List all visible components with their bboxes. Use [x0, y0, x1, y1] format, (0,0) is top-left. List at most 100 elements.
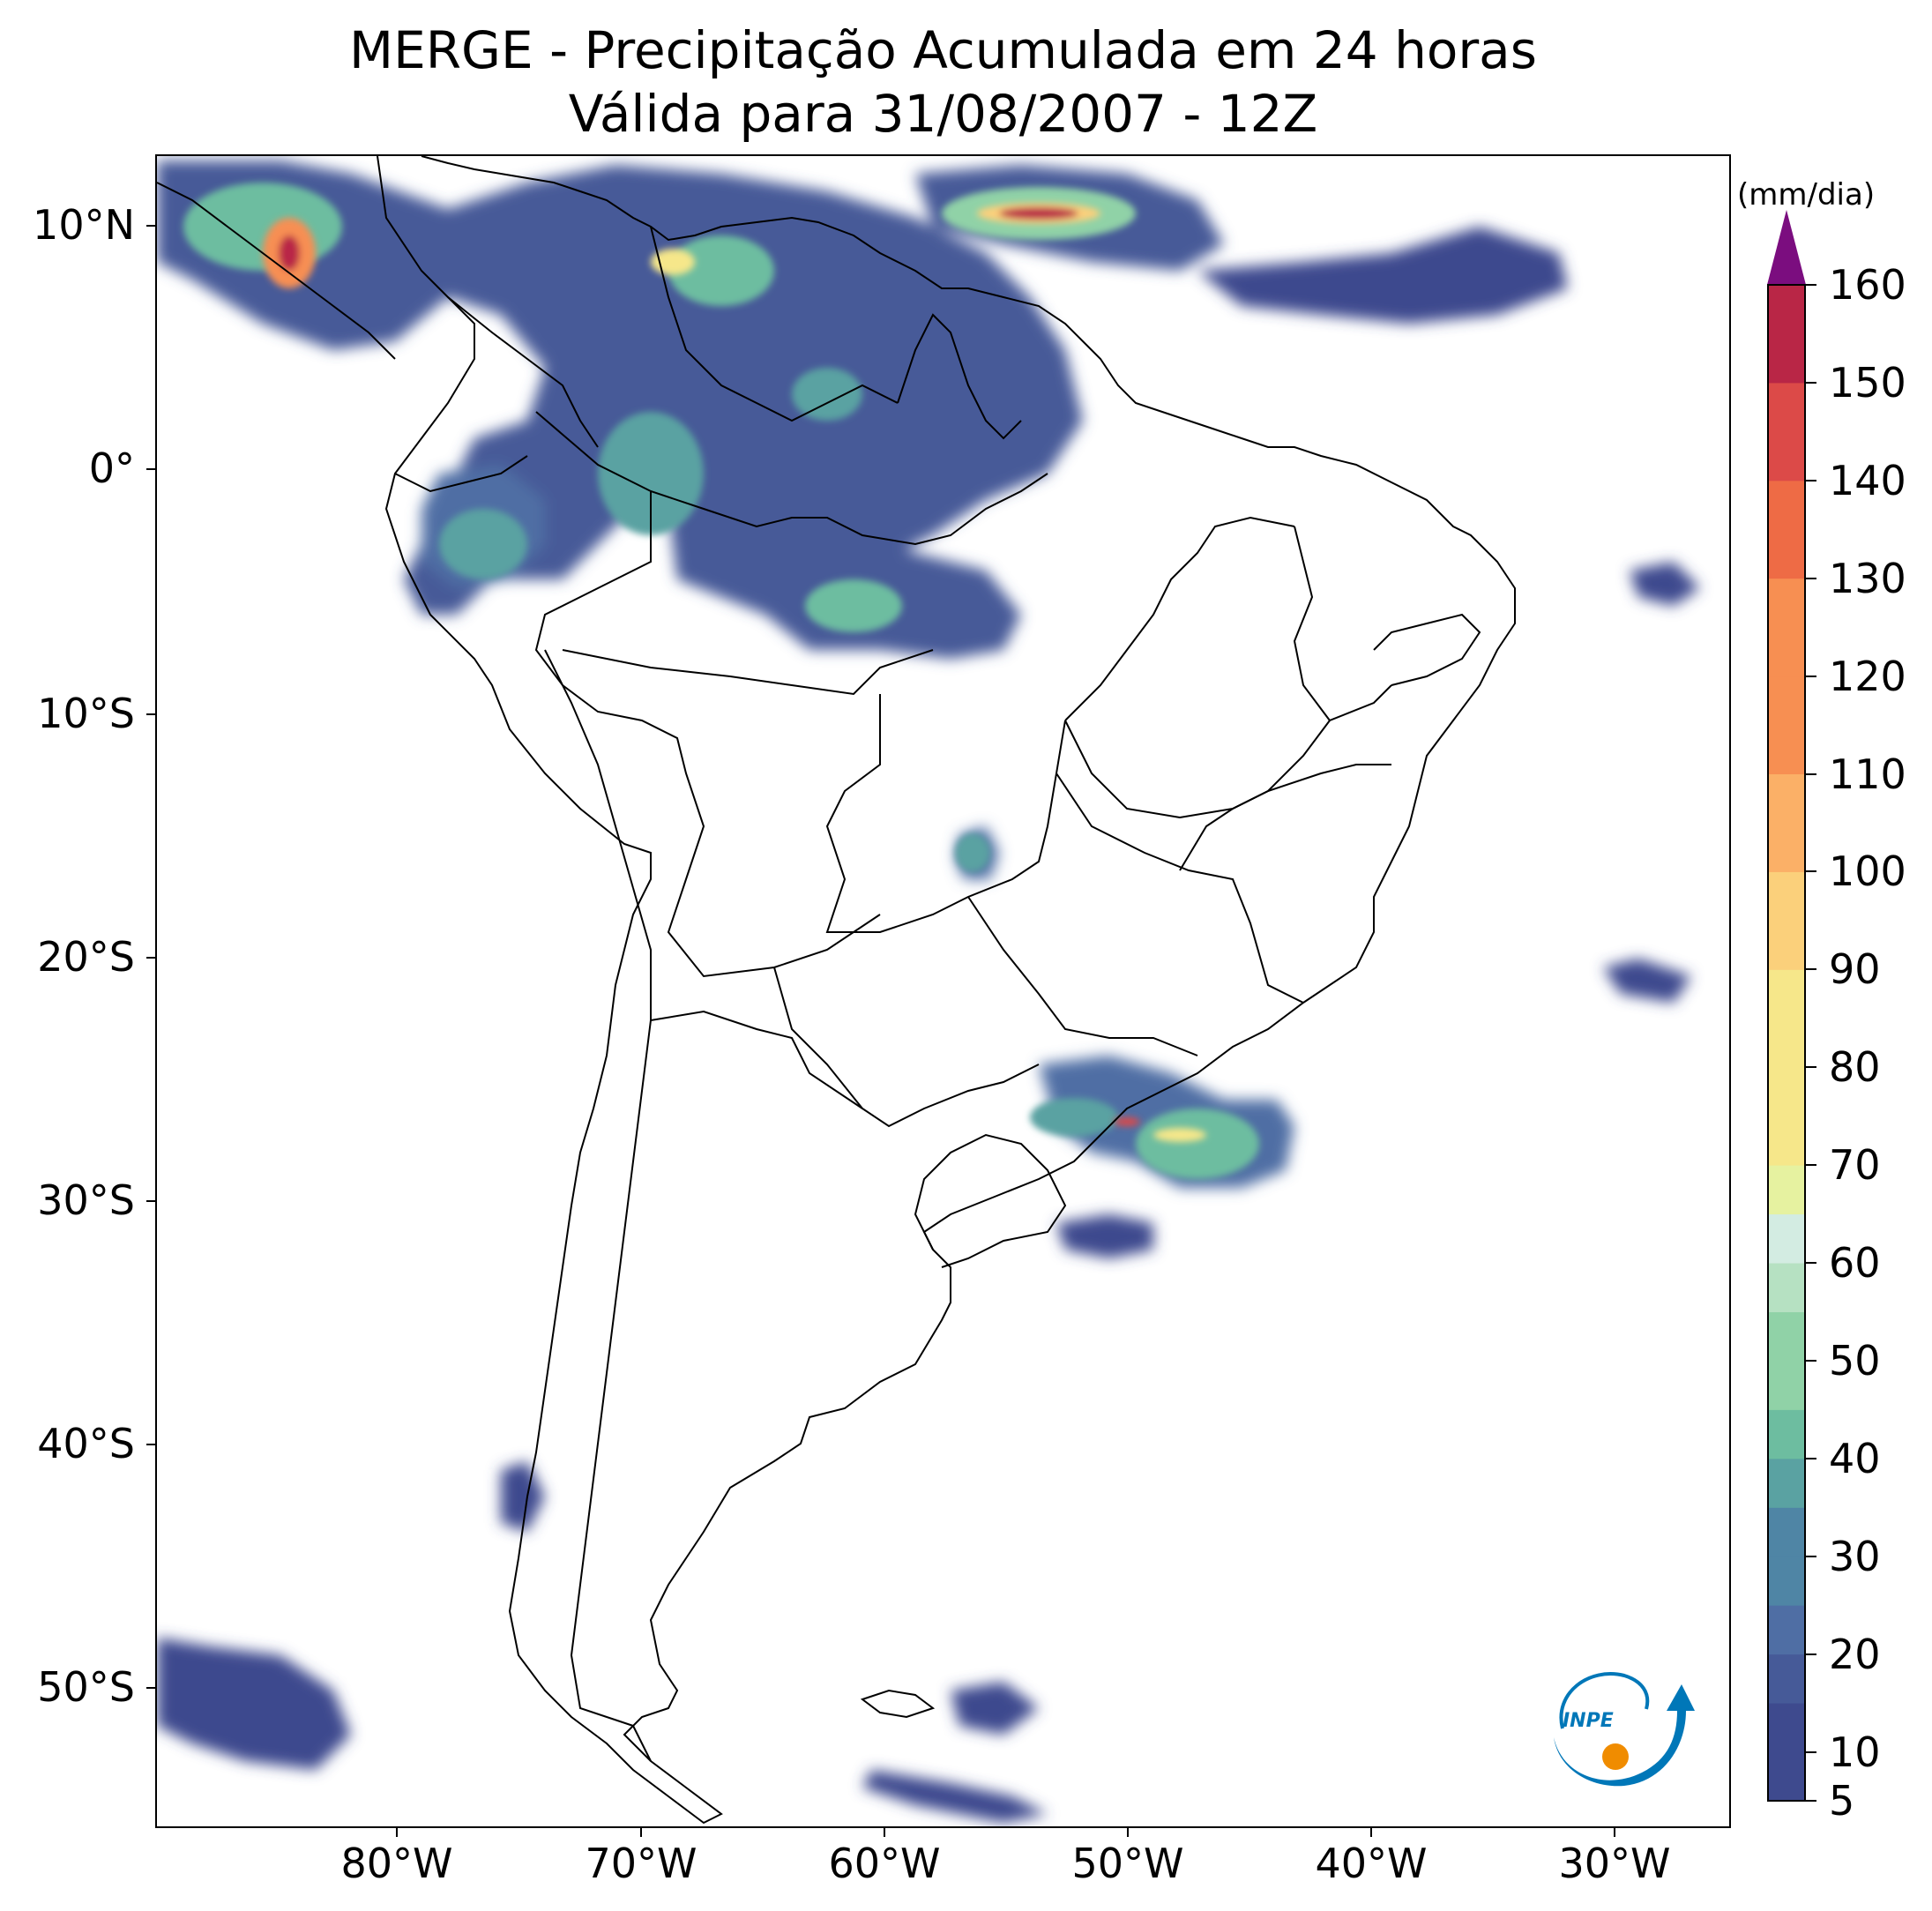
border-central-america: [157, 182, 396, 360]
colorbar-tick: [1806, 968, 1816, 971]
colorbar-tick: [1806, 1066, 1816, 1069]
colorbar-label: 20: [1829, 1630, 1881, 1678]
rain-south-atlantic: [862, 1770, 1048, 1823]
rain-falklands: [951, 1682, 1039, 1735]
colorbar: [1767, 210, 1806, 1802]
border-brazil-states-7: [1179, 684, 1392, 871]
colorbar-tick: [1806, 773, 1816, 775]
rain-atlantic-se: [1603, 959, 1691, 1003]
border-colombia-venezuela: [447, 296, 599, 448]
colorbar-label: 5: [1829, 1777, 1855, 1825]
lon-tick: [1127, 1828, 1129, 1837]
colorbar-tick: [1806, 479, 1816, 481]
lon-label-50w: 50°W: [1071, 1840, 1184, 1887]
colorbar-label: 60: [1829, 1239, 1881, 1288]
border-brazil-states-4: [1064, 720, 1391, 819]
colorbar-band: [1768, 1311, 1805, 1362]
border-brazil-states-1: [562, 649, 934, 696]
border-brazil-states-3: [1064, 516, 1295, 721]
border-argentina-north: [650, 1010, 863, 1109]
lon-label-40w: 40°W: [1315, 1840, 1428, 1887]
border-brazil-states-9: [1373, 613, 1481, 686]
lat-label-30s: 30°S: [37, 1176, 135, 1224]
border-guianas: [897, 313, 1022, 440]
colorbar-band: [1768, 285, 1805, 384]
colorbar-tick: [1806, 1800, 1816, 1802]
colorbar-tick: [1806, 1164, 1816, 1167]
colorbar-band: [1768, 1556, 1805, 1606]
colorbar-tick: [1806, 1555, 1816, 1557]
border-peru-bolivia: [544, 649, 634, 889]
lon-tick: [1614, 1828, 1615, 1837]
rain-core-south-1: [1136, 1109, 1259, 1179]
rain-core-amazon-1: [598, 412, 704, 535]
rain-rs-coast: [1056, 1214, 1153, 1258]
lon-label-80w: 80°W: [340, 1840, 453, 1887]
colorbar-tick: [1806, 1653, 1816, 1655]
rain-caribbean-2: [1197, 227, 1568, 324]
colorbar-label: 50: [1829, 1336, 1881, 1385]
colorbar-label: 150: [1829, 358, 1906, 407]
colorbar-band: [1768, 578, 1805, 677]
colorbar-label: 100: [1829, 847, 1906, 896]
colorbar-label: 70: [1829, 1141, 1881, 1190]
border-brazil-states-5: [1056, 773, 1304, 1004]
colorbar-label: 90: [1829, 945, 1881, 994]
rain-north-amazon: [157, 160, 1083, 615]
colorbar-tick: [1806, 284, 1816, 286]
border-brazil-states-8: [1293, 526, 1331, 721]
colorbar-band: [1768, 1213, 1805, 1264]
colorbar-label: 120: [1829, 652, 1906, 700]
lon-label-30w: 30°W: [1558, 1840, 1671, 1887]
lat-label-10s: 10°S: [37, 690, 135, 737]
lon-label-60w: 60°W: [828, 1840, 941, 1887]
colorbar-label: 130: [1829, 554, 1906, 602]
colorbar-tick: [1806, 1262, 1816, 1265]
colorbar-band: [1768, 1458, 1805, 1508]
colorbar-tick: [1806, 381, 1816, 384]
rain-amazon-central: [668, 491, 1021, 659]
colorbar-band: [1768, 1605, 1805, 1655]
lat-tick: [146, 1200, 155, 1202]
colorbar-band: [1768, 382, 1805, 481]
rain-pacific-sw: [157, 1638, 351, 1770]
inpe-logo: INPE: [1554, 1672, 1695, 1787]
lat-tick: [146, 713, 155, 715]
lon-tick: [396, 1828, 398, 1837]
border-argentina-chile: [570, 887, 652, 1762]
colorbar-label: 40: [1829, 1434, 1881, 1482]
lat-label-10n: 10°N: [33, 201, 135, 249]
rain-core-venezuela: [668, 235, 774, 306]
rain-high-south: [1153, 1128, 1206, 1142]
colorbar-band: [1768, 1703, 1805, 1753]
logo-orbit-line: [1559, 1672, 1650, 1729]
rain-core-pacific-n: [183, 183, 342, 271]
colorbar-band: [1768, 1507, 1805, 1557]
border-brazil-west: [534, 491, 881, 978]
map-title-line2: Válida para 31/08/2007 - 12Z: [568, 84, 1318, 144]
colorbar-band: [1768, 1067, 1805, 1166]
colorbar-tick: [1806, 870, 1816, 873]
colorbar-label: 10: [1829, 1728, 1881, 1776]
south-america-coastline: [377, 156, 1516, 1825]
colorbar-band: [1768, 1653, 1805, 1704]
lat-label-0: 0°: [88, 444, 135, 492]
border-uruguay: [914, 1133, 1067, 1268]
colorbar-band: [1768, 1409, 1805, 1459]
colorbar-label: 110: [1829, 750, 1906, 798]
rain-patagonia-west: [501, 1461, 545, 1532]
colorbar-tick: [1806, 577, 1816, 579]
colorbar-label: 140: [1829, 456, 1906, 504]
lat-tick: [146, 1687, 155, 1689]
colorbar-label: 160: [1829, 261, 1906, 309]
colorbar-tick: [1806, 1457, 1816, 1459]
colorbar-label: 80: [1829, 1043, 1881, 1092]
logo-orange-dot: [1602, 1743, 1629, 1770]
colorbar-tick: [1806, 1359, 1816, 1362]
colorbar-band: [1768, 1360, 1805, 1410]
rain-core-guiana: [792, 368, 862, 421]
lat-label-40s: 40°S: [37, 1420, 135, 1467]
lon-tick: [1370, 1828, 1372, 1837]
rain-core-amazon-2: [805, 579, 902, 632]
rain-peak-caribbean: [999, 207, 1078, 220]
